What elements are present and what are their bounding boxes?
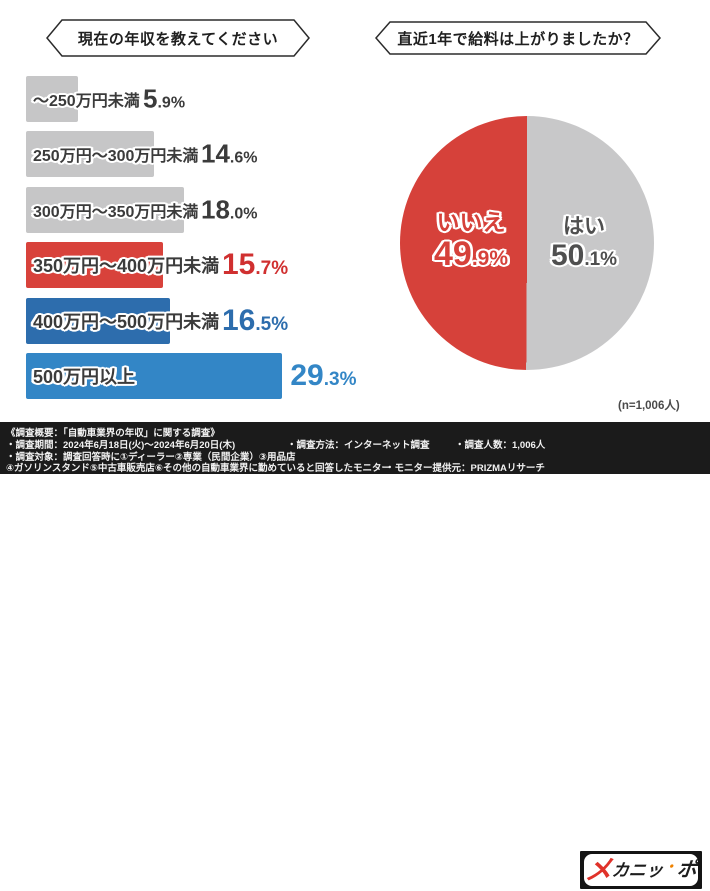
hexagon-border-shape [375,21,661,55]
bar-chart-title: 現在の年収を教えてください [77,30,279,48]
footer-target2: ④ガソリンスタンド⑤中古車販売店⑥その他の自動車業界に勤めていると回答したモニタ… [6,463,391,474]
bar-label: 400万円～500万円未満 [33,311,220,332]
bar-percentage: 16.5% [222,303,289,337]
footer-overview-text: 《調査概要：「自動車業界の年収」に関する調査》 [6,428,220,439]
pie-circle [400,116,654,370]
survey-infographic: { "chart_data": [ { "type": "bar", "orie… [0,19,710,891]
bar-segment [26,242,164,289]
survey-overview-footer: 《調査概要：「自動車業界の年収」に関する調査》 ・調査期間：2024年6月18日… [0,422,710,891]
logo-chars-kani: カニッ [610,860,664,880]
salary-raise-pie-chart: いいえ 49.9% はい 50.1% [400,116,654,370]
logo-char-me: メ [584,854,614,885]
logo-char-po: ポ [675,859,698,881]
hexagon-border-shape [46,19,310,57]
footer-target-line2: ④ガソリンスタンド⑤中古車販売店⑥その他の自動車業界に勤めていると回答したモニタ… [6,460,566,474]
footer-period: ・調査期間：2024年6月18日(火)～2024年6月20日(木) [6,440,236,451]
bar-segment [26,131,154,178]
bar-row-5: 500万円以上 29.3% [26,353,426,399]
pie-label-no-text: いいえ [436,209,506,235]
bar-percentage: 29.3% [290,359,357,392]
income-bar-chart: ～250万円未満 5.9% 250万円～300万円未満 14.6% 300万円～350万… [26,76,426,416]
pie-label-yes-text: はい [563,215,605,238]
bar-label: 350万円～400万円未満 [33,256,220,277]
footer-period-line: ・調査期間：2024年6月18日(火)～2024年6月20日(木) ・調査方法：… [6,437,566,451]
bar-percentage: 18.0% [201,194,258,225]
bar-segment [26,186,184,233]
bar-label: 500万円以上 [33,367,136,387]
pie-chart-title-box: 直近1年で給料は上がりましたか？ [375,21,661,55]
pie-label-no: いいえ 49.9% [414,209,528,274]
footer-target-line1: ・調査対象：調査回答時に①ディーラー②専業（民間企業）③用品店 [6,449,566,463]
mekanippo-logo-inner: メ カニッ ・ ポ [584,854,698,886]
bar-label: 300万円～350万円未満 [33,203,199,221]
pie-label-no-value: 49.9% [433,235,508,274]
bar-percentage: 5.9% [143,83,186,114]
bar-label: 250万円～300万円未満 [33,148,199,166]
footer-target1: ・調査対象：調査回答時に①ディーラー②専業（民間企業）③用品店 [6,451,296,463]
footer-method: ・調査方法：インターネット調査 [287,440,430,451]
bar-percentage: 14.6% [201,138,258,169]
logo-orange-dot: ・ [663,858,678,874]
bar-label: ～250万円未満 [33,93,140,110]
bar-segment [26,353,283,399]
bar-segment [26,297,171,344]
bar-row-0: ～250万円未満 5.9% [26,76,426,122]
footer-provider: ・モニター提供元：PRIZMAリサーチ [385,463,545,474]
bar-segment [26,76,78,122]
pie-label-yes-value: 50.1% [550,239,618,273]
pie-label-yes: はい 50.1% [532,215,636,273]
mekanippo-logo: メ カニッ ・ ポ [578,849,704,891]
bar-row-1: 250万円～300万円未満 14.6% [26,131,426,178]
bar-chart-title-box: 現在の年収を教えてください [46,19,310,57]
bar-row-3: 350万円～400万円未満 15.7% [26,242,426,289]
bar-percentage: 15.7% [222,248,289,282]
bar-row-2: 300万円～350万円未満 18.0% [26,186,426,233]
footer-count: ・調査人数：1,006人 [455,440,546,451]
pie-chart-title: 直近1年で給料は上がりましたか？ [397,30,639,48]
footer-overview-line: 《調査概要：「自動車業界の年収」に関する調査》 [6,425,566,439]
sample-size-note: (n=1,006人) [618,400,680,412]
bar-row-4: 400万円～500万円未満 16.5% [26,297,426,344]
